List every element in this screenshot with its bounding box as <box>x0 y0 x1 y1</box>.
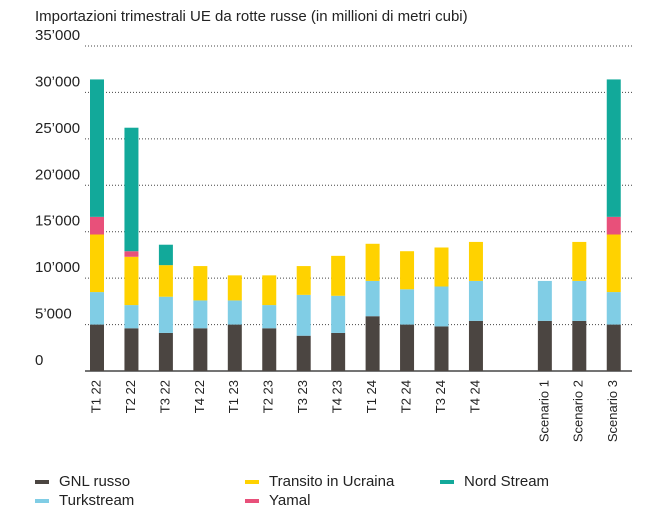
bar-segment <box>90 216 104 235</box>
x-tick-label: Scenario 2 <box>571 380 586 442</box>
bar-segment <box>606 234 621 293</box>
x-tick-label: Scenario 3 <box>605 380 620 442</box>
bar-segment <box>434 247 449 287</box>
bar-segment <box>365 316 380 371</box>
bar-segment <box>124 251 139 257</box>
bar-segment <box>296 266 311 295</box>
bar-segment <box>606 292 621 325</box>
bar-segment <box>572 320 587 371</box>
legend-label: Nord Stream <box>464 473 549 490</box>
bar-segment <box>606 79 621 217</box>
bar-segment <box>400 324 415 371</box>
y-tick-label: 10’000 <box>35 259 80 276</box>
bar-segment <box>434 286 449 327</box>
bar-segment <box>296 335 311 371</box>
x-tick-label: T2 23 <box>261 380 276 413</box>
bar-segment <box>227 275 242 301</box>
bar-segment <box>468 320 483 371</box>
bar-segment <box>193 300 208 329</box>
y-tick-label: 20’000 <box>35 166 80 183</box>
x-tick-label: T3 23 <box>295 380 310 413</box>
x-tick-label: T1 22 <box>88 380 103 413</box>
bar-segment <box>158 265 173 297</box>
bar-segment <box>262 328 277 371</box>
bar-segment <box>158 244 173 266</box>
chart-title: Importazioni trimestrali UE da rotte rus… <box>35 8 468 25</box>
bar-segment <box>400 289 415 325</box>
bar-segment <box>365 280 380 317</box>
bar-segment <box>90 324 104 371</box>
bar-segment <box>365 243 380 281</box>
bar-segment <box>124 305 139 329</box>
bar-segment <box>193 266 208 301</box>
bar-segment <box>262 275 277 306</box>
bar-segment <box>296 294 311 336</box>
bar-segment <box>331 295 346 333</box>
x-tick-label: T3 22 <box>157 380 172 413</box>
legend-label: GNL russo <box>59 473 130 490</box>
legend-label: Transito in Ucraina <box>269 473 395 490</box>
x-tick-label: T2 22 <box>123 380 138 413</box>
bar-segment <box>124 256 139 306</box>
y-tick-label: 15’000 <box>35 213 80 230</box>
bar-segment <box>537 280 552 321</box>
y-tick-label: 0 <box>35 352 43 369</box>
x-tick-label: T1 23 <box>226 380 241 413</box>
y-tick-label: 5’000 <box>35 306 72 323</box>
legend-label: Yamal <box>269 492 310 509</box>
bar-segment <box>124 127 139 252</box>
bar-segment <box>227 300 242 325</box>
bar-segment <box>90 79 104 217</box>
bar-segment <box>90 292 104 325</box>
bar-segment <box>124 328 139 371</box>
bar-segment <box>158 332 173 371</box>
bar-segment <box>468 241 483 281</box>
bar-segment <box>537 320 552 371</box>
bar-segment <box>331 255 346 296</box>
bar-segment <box>90 234 104 293</box>
x-tick-label: T4 22 <box>192 380 207 413</box>
x-tick-label: T4 24 <box>467 380 482 413</box>
bar-segment <box>468 280 483 321</box>
bar-segment <box>572 241 587 281</box>
bar-segment <box>434 326 449 371</box>
x-tick-label: Scenario 1 <box>536 380 551 442</box>
y-tick-label: 30’000 <box>35 73 80 90</box>
legend-label: Turkstream <box>59 492 134 509</box>
x-tick-label: T3 24 <box>433 380 448 413</box>
x-tick-label: T1 24 <box>364 380 379 413</box>
bar-segment <box>400 251 415 290</box>
y-tick-label: 35’000 <box>35 27 80 44</box>
x-tick-label: T2 24 <box>398 380 413 413</box>
bar-segment <box>606 324 621 371</box>
bar-segment <box>572 280 587 321</box>
bar-segment <box>193 328 208 371</box>
y-tick-label: 25’000 <box>35 120 80 137</box>
bar-segment <box>227 324 242 371</box>
bar-segment <box>262 305 277 329</box>
bar-segment <box>158 296 173 333</box>
x-tick-label: T4 23 <box>330 380 345 413</box>
bar-segment <box>331 332 346 371</box>
bar-segment <box>606 216 621 235</box>
